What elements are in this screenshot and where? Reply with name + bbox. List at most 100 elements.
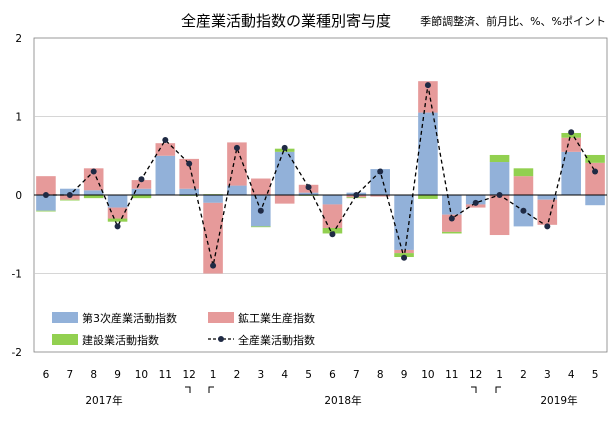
- bar-segment: [561, 137, 581, 152]
- x-axis-labels: 6 7 8 9 10 11 12 1 2 3 4 5 6 7 8 9 10 11 12 1 2 3 4 5: [43, 369, 599, 381]
- bar-segment: [83, 168, 104, 191]
- total-point: [472, 199, 479, 206]
- total-point: [114, 223, 121, 230]
- bar-segment: [394, 249, 414, 254]
- legend-marker-total: [218, 336, 224, 342]
- year-separator-2018-end: [471, 386, 477, 393]
- year-label-2019: 2019年: [540, 394, 577, 407]
- legend-label-mining: 鉱工業生産指数: [238, 311, 315, 325]
- bar-segment: [585, 195, 605, 206]
- legend-label-total: 全産業活動指数: [238, 333, 315, 347]
- total-index-line: [45, 84, 596, 266]
- x-tick-label: 3: [544, 369, 551, 381]
- legend: 第3次産業活動指数 鉱工業生産指数 建設業活動指数 全産業活動指数: [52, 311, 315, 347]
- x-tick-label: 8: [90, 369, 97, 381]
- bar-segment: [418, 81, 438, 113]
- bar-segment: [442, 195, 462, 215]
- x-tick-label: 1: [210, 369, 217, 381]
- bar-segment: [370, 195, 390, 197]
- total-line-group: [42, 82, 599, 269]
- bar-segment: [418, 195, 438, 199]
- bar-segment: [418, 112, 438, 195]
- total-point: [377, 168, 384, 175]
- year-separators: [185, 386, 501, 393]
- bar-segment: [322, 204, 343, 228]
- y-tick-label: 0: [15, 190, 22, 202]
- y-tick-label: 2: [15, 33, 22, 45]
- x-tick-label: 6: [43, 369, 50, 381]
- bar-segment: [274, 151, 295, 195]
- x-tick-label: 11: [445, 369, 458, 381]
- bar-segment: [36, 176, 56, 195]
- bar-segment: [394, 195, 414, 250]
- bar-segment: [298, 192, 319, 195]
- total-point: [66, 192, 73, 198]
- x-tick-label: 12: [183, 369, 196, 381]
- bar-segment: [227, 142, 247, 186]
- total-point: [305, 184, 312, 191]
- bar-segment: [561, 151, 581, 195]
- x-tick-label: 8: [377, 369, 384, 381]
- bar-segment: [36, 210, 56, 212]
- y-tick-label: 1: [15, 112, 22, 124]
- bar-segment: [131, 195, 152, 199]
- total-point: [592, 168, 599, 175]
- bar-segment: [203, 202, 223, 274]
- x-tick-label: 6: [329, 369, 336, 381]
- bar-segment: [179, 188, 199, 195]
- x-tick-label: 11: [159, 369, 172, 381]
- total-point: [496, 192, 503, 198]
- bar-segment: [465, 195, 486, 205]
- total-point: [329, 231, 336, 238]
- bar-segment: [131, 188, 152, 195]
- bar-segment: [251, 178, 271, 195]
- x-tick-label: 10: [135, 369, 148, 381]
- total-point: [424, 82, 431, 89]
- bar-segment: [537, 195, 558, 200]
- year-separator-2017-end: [185, 386, 191, 393]
- x-tick-label: 7: [353, 369, 360, 381]
- bar-segment: [60, 188, 80, 195]
- x-tick-label: 7: [66, 369, 73, 381]
- year-label-2017: 2017年: [85, 394, 122, 407]
- bar-segment: [442, 231, 462, 234]
- x-tick-label: 10: [421, 369, 434, 381]
- total-point: [544, 223, 551, 230]
- x-tick-label: 3: [257, 369, 264, 381]
- total-point: [520, 207, 527, 214]
- bar-segment: [107, 218, 128, 222]
- legend-swatch-construction: [52, 334, 78, 345]
- total-point: [42, 192, 49, 198]
- total-point: [257, 207, 264, 214]
- bar-segment: [537, 199, 558, 225]
- bar-segment: [465, 204, 486, 208]
- bar-segment: [155, 143, 176, 156]
- year-labels: 2017年 2018年 2019年: [85, 394, 577, 407]
- bar-segment: [489, 162, 510, 195]
- legend-swatch-mining: [208, 312, 234, 323]
- x-tick-label: 2: [234, 369, 241, 381]
- bar-segment: [107, 207, 128, 219]
- bar-segment: [442, 214, 462, 232]
- bar-segment: [251, 226, 271, 228]
- x-tick-label: 1: [496, 369, 503, 381]
- gridlines: [34, 116, 607, 274]
- bars: [36, 81, 605, 274]
- total-point: [90, 168, 97, 175]
- x-tick-label: 9: [114, 369, 121, 381]
- year-separator-2018-start: [208, 386, 214, 393]
- total-point: [186, 160, 193, 167]
- bar-segment: [585, 154, 605, 163]
- bar-segment: [513, 176, 534, 195]
- bar-segment: [585, 162, 605, 195]
- bar-segment: [179, 158, 199, 189]
- bar-segment: [513, 168, 534, 177]
- x-tick-label: 12: [469, 369, 482, 381]
- year-label-2018: 2018年: [324, 394, 361, 407]
- total-point: [162, 137, 169, 144]
- x-tick-label: 5: [592, 369, 599, 381]
- chart-title: 全産業活動指数の業種別寄与度: [181, 12, 391, 30]
- x-tick-label: 4: [281, 369, 288, 381]
- y-tick-label: -2: [12, 347, 22, 359]
